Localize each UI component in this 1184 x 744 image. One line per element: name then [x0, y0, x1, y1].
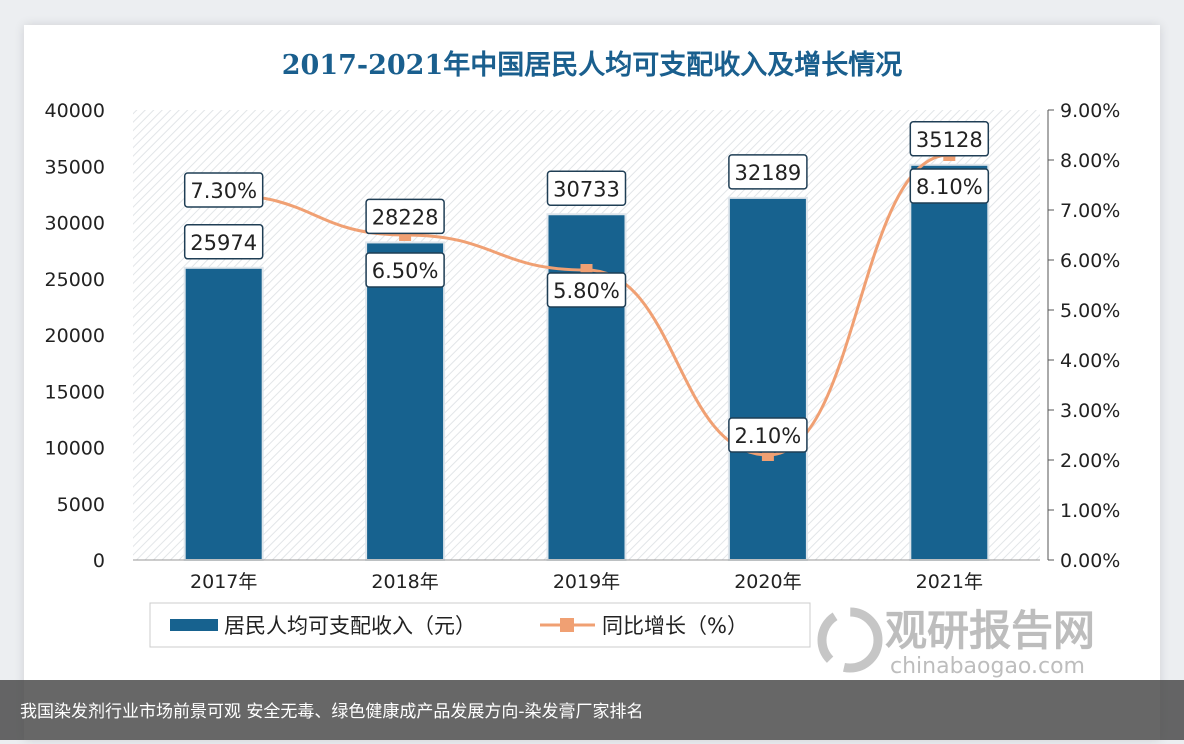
legend: 居民人均可支配收入（元） 同比增长（%） [149, 602, 811, 648]
data-label-box [909, 168, 990, 204]
y-tick-label: 0 [93, 550, 105, 572]
data-label-box [728, 417, 808, 453]
legend-line-marker [560, 618, 574, 632]
legend-bar-swatch [170, 619, 218, 631]
y-tick-label: 30000 [45, 213, 105, 235]
x-tick-label: 2020年 [734, 571, 801, 593]
data-label: 30733 [553, 177, 620, 201]
legend-line-label: 同比增长（%） [602, 614, 748, 638]
y2-tick-label: 9.00% [1060, 100, 1120, 122]
watermark-url: chinabaogao.com [890, 654, 1085, 679]
y2-tick-label: 4.00% [1060, 350, 1120, 372]
y2-tick-label: 6.00% [1060, 250, 1120, 272]
y2-tick-label: 8.00% [1060, 150, 1120, 172]
y2-tick-label: 0.00% [1060, 550, 1120, 572]
y2-tick-label: 3.00% [1060, 400, 1120, 422]
bar [365, 241, 446, 561]
data-label: 5.80% [553, 279, 620, 303]
chart-title: 2017-2021年中国居民人均可支配收入及增长情况 [282, 49, 903, 81]
data-label-box [365, 198, 445, 235]
y-tick-label: 15000 [45, 381, 105, 403]
watermark: 观研报告网 chinabaogao.com [817, 606, 1095, 679]
data-label: 6.50% [372, 259, 439, 283]
data-label-box [546, 272, 627, 308]
caption-bar: 我国染发剂行业市场前景可观 安全无毒、绿色健康成产品发展方向-染发膏厂家排名 [0, 680, 1184, 740]
y-tick-label: 20000 [45, 325, 105, 347]
data-label: 35128 [916, 128, 983, 152]
bar [183, 266, 264, 561]
x-tick-label: 2018年 [371, 571, 438, 593]
x-tick-label: 2019年 [553, 571, 620, 593]
y-tick-label: 35000 [45, 156, 105, 178]
data-label: 28228 [372, 205, 439, 229]
y-tick-label: 40000 [45, 100, 105, 122]
y2-tick-label: 5.00% [1060, 300, 1120, 322]
y-tick-label: 5000 [57, 494, 105, 516]
bar [909, 163, 990, 561]
x-tick-label: 2017年 [190, 571, 257, 593]
data-label-box [909, 121, 990, 157]
y2-tick-label: 2.00% [1060, 450, 1120, 472]
legend-bar-label: 居民人均可支配收入（元） [224, 614, 476, 638]
watermark-logo-icon [817, 607, 883, 673]
y-tick-label: 25000 [45, 269, 105, 291]
growth-line [223, 153, 950, 457]
bar [727, 196, 808, 561]
data-label: 8.10% [916, 175, 983, 199]
data-label: 7.30% [190, 179, 257, 203]
data-label: 2.10% [735, 424, 802, 448]
y2-tick-label: 1.00% [1060, 500, 1120, 522]
data-label-box [546, 170, 627, 207]
y2-tick-label: 7.00% [1060, 200, 1120, 222]
watermark-name: 观研报告网 [885, 606, 1095, 655]
data-label: 32189 [734, 161, 801, 185]
data-label-box [183, 224, 264, 260]
data-label-box [183, 172, 264, 208]
y-tick-label: 10000 [45, 438, 105, 460]
data-label-box [728, 154, 808, 190]
x-tick-label: 2021年 [916, 571, 983, 593]
data-label: 25974 [190, 231, 257, 255]
data-label-box [365, 252, 445, 288]
